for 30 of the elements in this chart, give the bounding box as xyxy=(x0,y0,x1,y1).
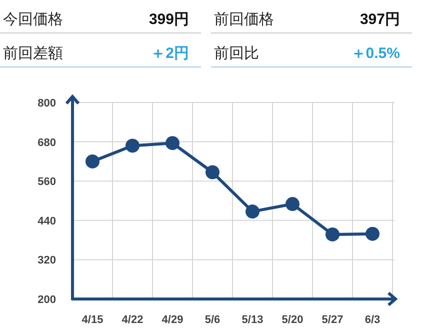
x-tick-label: 5/6 xyxy=(204,314,220,326)
x-tick-label: 6/3 xyxy=(364,314,380,326)
text: 397円 xyxy=(360,11,400,28)
text: ＋2円 xyxy=(150,45,189,62)
text: 前回比 xyxy=(214,45,259,62)
x-tick-label: 4/15 xyxy=(82,314,104,326)
x-tick-label: 4/22 xyxy=(122,314,144,326)
text: ＋0.5% xyxy=(350,45,400,62)
point xyxy=(86,154,100,168)
point xyxy=(206,165,220,180)
point xyxy=(366,226,380,241)
text: 前回価格 xyxy=(214,11,274,28)
x-tick-label: 5/20 xyxy=(282,314,304,326)
point xyxy=(286,197,300,212)
y-tick-label: 800 xyxy=(38,98,56,110)
y-tick-label: 200 xyxy=(38,294,56,306)
x-tick-label: 5/13 xyxy=(242,314,264,326)
text: 今回価格 xyxy=(3,11,63,28)
point xyxy=(246,204,260,219)
y-tick-label: 440 xyxy=(38,215,56,228)
text: 前回差額 xyxy=(3,45,63,62)
text: 399円 xyxy=(148,11,189,28)
y-tick-label: 680 xyxy=(38,136,56,149)
y-tick-label: 320 xyxy=(38,254,56,267)
y-tick-label: 560 xyxy=(38,176,56,188)
x-tick-label: 4/29 xyxy=(162,314,184,326)
point xyxy=(326,227,340,242)
point xyxy=(166,136,180,150)
point xyxy=(126,138,140,153)
x-tick-label: 5/27 xyxy=(322,314,344,326)
